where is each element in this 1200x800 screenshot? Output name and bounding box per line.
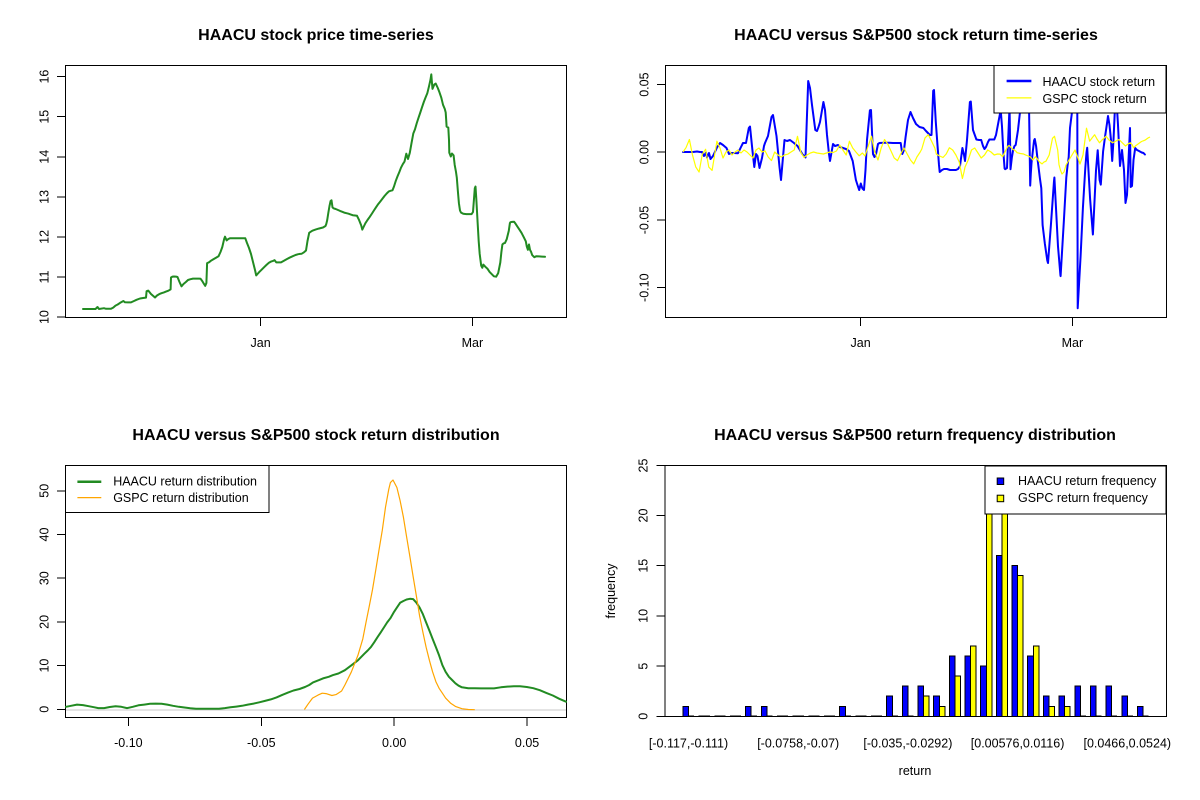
svg-text:16: 16 [38, 70, 52, 84]
svg-text:11: 11 [38, 270, 52, 283]
svg-text:[0.0466,0.0524): [0.0466,0.0524) [1084, 737, 1172, 751]
svg-text:-0.10: -0.10 [114, 736, 143, 750]
svg-text:HAACU return frequency: HAACU return frequency [1018, 474, 1157, 488]
svg-text:25: 25 [637, 459, 651, 473]
svg-text:GSPC stock return: GSPC stock return [1043, 92, 1147, 106]
svg-text:0.00: 0.00 [638, 140, 652, 164]
svg-text:GSPC return distribution: GSPC return distribution [113, 491, 249, 505]
svg-text:HAACU versus S&P500 stock retu: HAACU versus S&P500 stock return distrib… [132, 427, 499, 444]
svg-text:Mar: Mar [462, 336, 484, 350]
svg-text:40: 40 [38, 528, 52, 542]
svg-text:Jan: Jan [251, 336, 271, 350]
svg-text:[-0.035,-0.0292): [-0.035,-0.0292) [863, 737, 952, 751]
svg-text:12: 12 [38, 230, 52, 244]
svg-text:20: 20 [38, 615, 52, 629]
svg-text:HAACU stock price time-series: HAACU stock price time-series [198, 27, 434, 44]
svg-text:0.05: 0.05 [515, 736, 539, 750]
svg-text:[0.00576,0.0116): [0.00576,0.0116) [971, 737, 1065, 751]
svg-text:50: 50 [38, 484, 52, 498]
svg-text:Jan: Jan [851, 336, 871, 350]
svg-text:-0.05: -0.05 [638, 206, 652, 235]
svg-text:10: 10 [38, 659, 52, 673]
svg-text:0.05: 0.05 [638, 72, 652, 96]
svg-text:0: 0 [637, 713, 651, 720]
svg-text:15: 15 [38, 110, 52, 124]
svg-text:[-0.0758,-0.07): [-0.0758,-0.07) [757, 737, 839, 751]
svg-text:0: 0 [38, 706, 52, 713]
svg-text:HAACU return distribution: HAACU return distribution [113, 475, 257, 489]
svg-text:0.00: 0.00 [382, 736, 406, 750]
svg-text:HAACU versus S&P500 stock retu: HAACU versus S&P500 stock return time-se… [734, 27, 1098, 44]
svg-text:-0.05: -0.05 [247, 736, 276, 750]
svg-text:10: 10 [38, 310, 52, 324]
svg-text:GSPC return frequency: GSPC return frequency [1018, 491, 1149, 505]
svg-text:HAACU stock return: HAACU stock return [1043, 75, 1156, 89]
svg-text:15: 15 [637, 559, 651, 573]
svg-text:HAACU versus S&P500 return fre: HAACU versus S&P500 return frequency dis… [714, 427, 1116, 444]
svg-text:20: 20 [637, 509, 651, 523]
svg-text:30: 30 [38, 571, 52, 585]
svg-text:5: 5 [637, 663, 651, 670]
svg-text:frequency: frequency [604, 563, 618, 619]
svg-text:return: return [899, 764, 932, 778]
svg-text:10: 10 [637, 609, 651, 623]
svg-text:Mar: Mar [1062, 336, 1084, 350]
svg-text:14: 14 [38, 150, 52, 164]
svg-text:-0.10: -0.10 [638, 273, 652, 302]
svg-text:[-0.117,-0.111): [-0.117,-0.111) [649, 737, 728, 751]
svg-text:13: 13 [38, 190, 52, 204]
